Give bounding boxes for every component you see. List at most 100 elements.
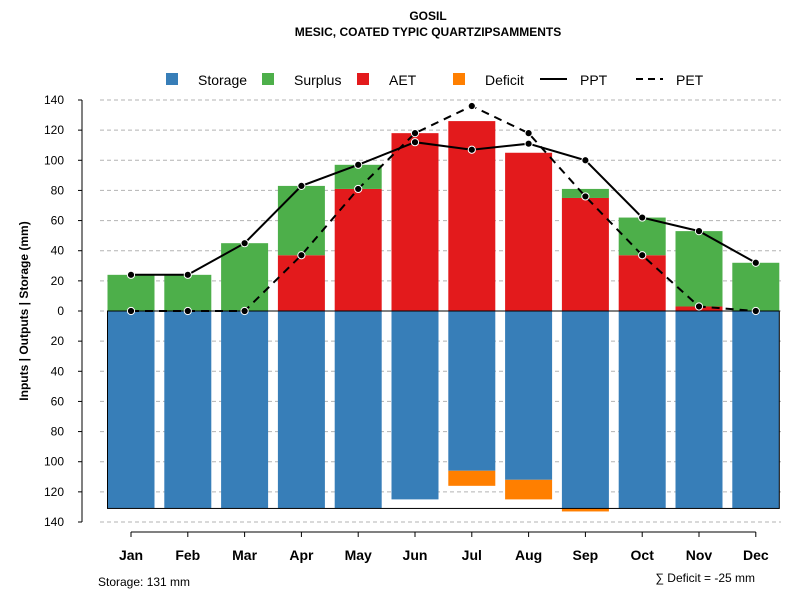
grid bbox=[100, 99, 781, 523]
bar-storage bbox=[618, 311, 666, 509]
legend-deficit-swatch bbox=[453, 73, 465, 85]
ppt-point bbox=[581, 156, 590, 165]
chart-subtitle: MESIC, COATED TYPIC QUARTZIPSAMMENTS bbox=[295, 25, 561, 39]
bar-surplus bbox=[221, 243, 269, 311]
legend-deficit-label: Deficit bbox=[485, 72, 524, 88]
pet-point bbox=[410, 129, 420, 138]
ppt-line bbox=[131, 141, 757, 276]
pet-point bbox=[297, 251, 306, 260]
x-tick-label: Jul bbox=[462, 547, 482, 563]
y-tick-label: 20 bbox=[51, 334, 65, 348]
bar-storage bbox=[448, 311, 496, 471]
x-tick-label: Mar bbox=[232, 547, 257, 563]
legend-aet-label: AET bbox=[389, 72, 417, 88]
x-tick-label: Sep bbox=[573, 547, 599, 563]
ppt-point bbox=[694, 227, 704, 236]
deficit-footer: ∑ Deficit = -25 mm bbox=[655, 571, 755, 585]
ppt-point bbox=[126, 270, 136, 279]
frame bbox=[107, 310, 780, 509]
x-tick-label: Feb bbox=[175, 547, 200, 563]
storage-footer: Storage: 131 mm bbox=[98, 575, 190, 589]
pet-point bbox=[581, 192, 590, 201]
bar-surplus bbox=[675, 231, 723, 307]
y-tick-label: 120 bbox=[44, 123, 64, 137]
pet-point bbox=[467, 101, 476, 111]
pet-point bbox=[694, 302, 704, 311]
legend-surplus-swatch bbox=[262, 73, 274, 85]
bar-storage bbox=[164, 311, 212, 509]
x-tick-label: Oct bbox=[631, 547, 655, 563]
bar-aet bbox=[277, 255, 325, 311]
bar-deficit bbox=[505, 479, 553, 500]
bar-storage bbox=[107, 311, 155, 509]
bar-surplus bbox=[732, 262, 780, 311]
bar-storage bbox=[277, 311, 325, 509]
bars bbox=[107, 121, 780, 512]
ppt-point bbox=[751, 258, 760, 267]
bar-aet bbox=[618, 255, 666, 311]
legend-ppt-label: PPT bbox=[580, 72, 608, 88]
y-tick-label: 100 bbox=[44, 455, 64, 469]
y-tick-label: 40 bbox=[51, 364, 65, 378]
ppt-point bbox=[297, 181, 306, 191]
pet-point bbox=[354, 184, 363, 194]
y-axis-label: Inputs | Outputs | Storage (mm) bbox=[17, 221, 31, 400]
y-tick-label: 20 bbox=[51, 274, 65, 288]
pet-point bbox=[751, 306, 760, 316]
x-tick-label: Apr bbox=[289, 547, 314, 563]
bar-surplus bbox=[618, 217, 666, 256]
pet-point bbox=[638, 251, 647, 260]
bar-aet bbox=[391, 133, 439, 311]
y-tick-label: 40 bbox=[51, 244, 65, 258]
legend-aet-swatch bbox=[357, 73, 369, 85]
x-tick-label: Jun bbox=[403, 547, 428, 563]
bar-storage bbox=[505, 311, 553, 480]
chart-title: GOSIL bbox=[409, 9, 446, 23]
bar-surplus bbox=[164, 274, 212, 311]
bar-deficit bbox=[561, 508, 609, 512]
y-tick-label: 60 bbox=[51, 214, 65, 228]
ppt-point bbox=[638, 213, 647, 222]
ppt-point bbox=[183, 270, 192, 279]
x-axis: Jan Feb Mar Apr May Jun Jul Aug Sep Oct Nov Dec bbox=[119, 531, 769, 563]
pet-point bbox=[126, 306, 136, 316]
bar-surplus bbox=[107, 274, 155, 311]
y-tick-label: 0 bbox=[57, 304, 64, 318]
pet-point bbox=[183, 306, 192, 316]
x-tick-label: May bbox=[345, 547, 372, 563]
ppt-point bbox=[410, 138, 420, 147]
bar-surplus bbox=[277, 185, 325, 256]
y-tick-label: 140 bbox=[44, 93, 64, 107]
bar-storage bbox=[561, 311, 609, 509]
legend-storage-label: Storage bbox=[198, 72, 247, 88]
ppt-point bbox=[524, 139, 533, 148]
plot-area: 140 120 100 80 60 40 20 0 20 40 60 80 100 120 140 Jan F… bbox=[44, 93, 781, 563]
y-tick-label: 120 bbox=[44, 485, 64, 499]
ppt-point bbox=[354, 160, 363, 169]
y-tick-label: 80 bbox=[51, 183, 65, 197]
y-tick-label: 80 bbox=[51, 425, 65, 439]
x-tick-label: Nov bbox=[686, 547, 713, 563]
lines bbox=[126, 101, 760, 316]
x-tick-label: Aug bbox=[515, 547, 542, 563]
y-tick-label: 60 bbox=[51, 394, 65, 408]
y-axis: 140 120 100 80 60 40 20 0 20 40 60 80 100 120 140 bbox=[44, 93, 83, 529]
bar-storage bbox=[391, 311, 439, 500]
bar-aet bbox=[334, 188, 382, 311]
legend-storage-swatch bbox=[166, 73, 178, 85]
ppt-point bbox=[467, 145, 476, 154]
bar-storage bbox=[221, 311, 269, 509]
bar-aet bbox=[561, 197, 609, 311]
storage-capacity-frame bbox=[107, 310, 780, 509]
pet-point bbox=[524, 129, 533, 138]
legend: Storage Surplus AET Deficit PPT PET bbox=[166, 72, 704, 88]
legend-pet-label: PET bbox=[676, 72, 704, 88]
ppt-point bbox=[240, 239, 249, 248]
bar-aet bbox=[505, 152, 553, 311]
legend-surplus-label: Surplus bbox=[294, 72, 341, 88]
y-tick-label: 140 bbox=[44, 515, 64, 529]
bar-storage bbox=[675, 311, 723, 509]
pet-point bbox=[240, 306, 249, 316]
bar-deficit bbox=[448, 470, 496, 486]
